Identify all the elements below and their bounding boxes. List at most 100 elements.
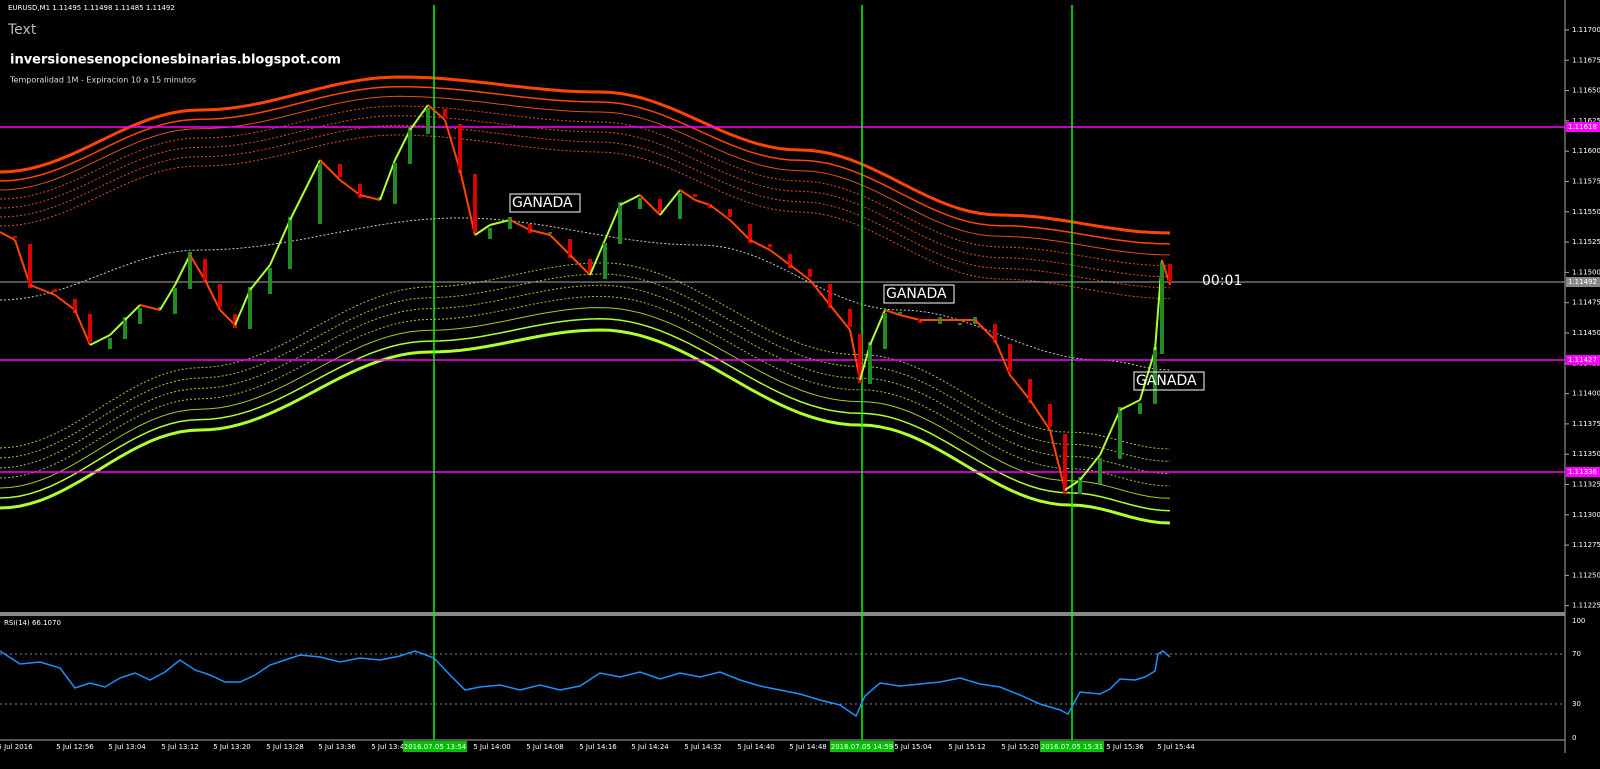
- price-tick-label: 1.11375: [1572, 420, 1600, 428]
- price-line: [589, 239, 606, 276]
- time-highlight: [1040, 741, 1104, 752]
- candle: [138, 308, 142, 324]
- candle: [488, 228, 492, 239]
- candle: [158, 307, 162, 309]
- lower-band: [0, 262, 1171, 450]
- candle: [898, 312, 902, 314]
- price-line: [189, 254, 206, 281]
- price-tick-label: 1.11225: [1572, 602, 1600, 610]
- candle: [123, 317, 127, 339]
- candle: [603, 243, 607, 279]
- price-line: [89, 334, 111, 346]
- price-line: [1099, 409, 1121, 456]
- price-tick-label: 1.11250: [1572, 571, 1600, 579]
- price-line: [639, 194, 661, 216]
- upper-band: [0, 134, 1171, 300]
- candle: [588, 259, 592, 272]
- lower-band: [0, 307, 1171, 499]
- price-line: [899, 314, 921, 321]
- price-line: [234, 289, 251, 326]
- annotation-box: [1133, 371, 1205, 391]
- candle: [548, 232, 552, 234]
- time-tick-label: 5 Jul 15:12: [948, 743, 986, 751]
- candle: [1118, 407, 1122, 459]
- price-line: [829, 304, 851, 331]
- panel-separator: [0, 612, 1565, 616]
- upper-band: [0, 85, 1171, 245]
- price-line: [994, 339, 1011, 376]
- price-line: [379, 159, 396, 201]
- price-marker: 1.11336: [1568, 468, 1597, 476]
- candle: [828, 284, 832, 308]
- price-line: [427, 104, 446, 121]
- time-tick-label: 5 Jul 13:12: [161, 743, 199, 751]
- annotation: GANADA: [886, 286, 947, 302]
- annotation-box: [883, 284, 955, 304]
- annotation: GANADA: [1136, 373, 1197, 389]
- price-tick-label: 1.11525: [1572, 238, 1600, 246]
- candle: [458, 124, 462, 173]
- time-tick-label: 5 Jul 14:48: [789, 743, 827, 751]
- price-line: [884, 309, 901, 316]
- lower-band: [0, 273, 1171, 462]
- price-marker: 1.11492: [1568, 278, 1597, 286]
- candle: [88, 314, 92, 342]
- candle: [288, 217, 292, 269]
- price-marker-box: [1566, 122, 1600, 132]
- price-line: [29, 284, 56, 296]
- price-line: [339, 179, 361, 196]
- candle: [426, 108, 430, 134]
- candle: [678, 193, 682, 219]
- rsi-line: [0, 650, 1171, 718]
- price-tick-label: 1.11350: [1572, 450, 1600, 458]
- price-line: [1119, 399, 1141, 411]
- rsi-label: RSI(14) 66.1070: [4, 619, 61, 627]
- candle: [1168, 264, 1172, 282]
- price-line: [14, 239, 31, 286]
- symbol-info: EURUSD,M1 1.11495 1.11498 1.11485 1.1149…: [8, 4, 175, 12]
- price-line: [159, 284, 176, 311]
- price-tick-label: 1.11600: [1572, 147, 1600, 155]
- rsi-tick-label: 30: [1572, 700, 1581, 708]
- price-line: [219, 309, 236, 326]
- price-line: [619, 194, 641, 206]
- time-tick-label: 5 Jul 2016: [0, 743, 33, 751]
- candle: [1008, 344, 1012, 372]
- time-tick-label: 5 Jul 13:04: [108, 743, 146, 751]
- candle: [883, 313, 887, 349]
- candle: [28, 244, 32, 288]
- price-line: [869, 309, 886, 346]
- candle: [338, 164, 342, 177]
- time-tick-label: 5 Jul 14:24: [631, 743, 669, 751]
- site: inversionesenopcionesbinarias.blogspot.c…: [10, 53, 341, 68]
- time-tick-label: 5 Jul 15:04: [894, 743, 932, 751]
- candle: [768, 244, 772, 247]
- price-line: [549, 234, 571, 256]
- price-tick-label: 1.11650: [1572, 87, 1600, 95]
- price-marker-box: [1566, 467, 1600, 477]
- time-tick-label: 2016.07.05 14:59: [831, 743, 893, 751]
- candle: [1138, 403, 1142, 414]
- price-line: [709, 204, 731, 221]
- price-tick-label: 1.11700: [1572, 26, 1600, 34]
- candle: [1153, 347, 1157, 404]
- candle: [173, 288, 177, 314]
- candle: [13, 236, 17, 238]
- annotation: GANADA: [512, 195, 573, 211]
- price-line: [974, 319, 996, 341]
- candle: [248, 287, 252, 329]
- lower-band: [0, 295, 1171, 487]
- price-line: [569, 254, 591, 276]
- price-marker: 1.11618: [1568, 123, 1597, 131]
- price-line: [359, 194, 381, 201]
- time-tick-label: 2016.07.05 15:31: [1041, 743, 1103, 751]
- price-line: [139, 304, 161, 311]
- price-line: [509, 219, 531, 231]
- candle: [618, 202, 622, 244]
- candle: [528, 224, 532, 233]
- candle: [748, 224, 752, 243]
- price-tick-label: 1.11300: [1572, 511, 1600, 519]
- price-line: [604, 204, 621, 241]
- time-highlight: [403, 741, 467, 752]
